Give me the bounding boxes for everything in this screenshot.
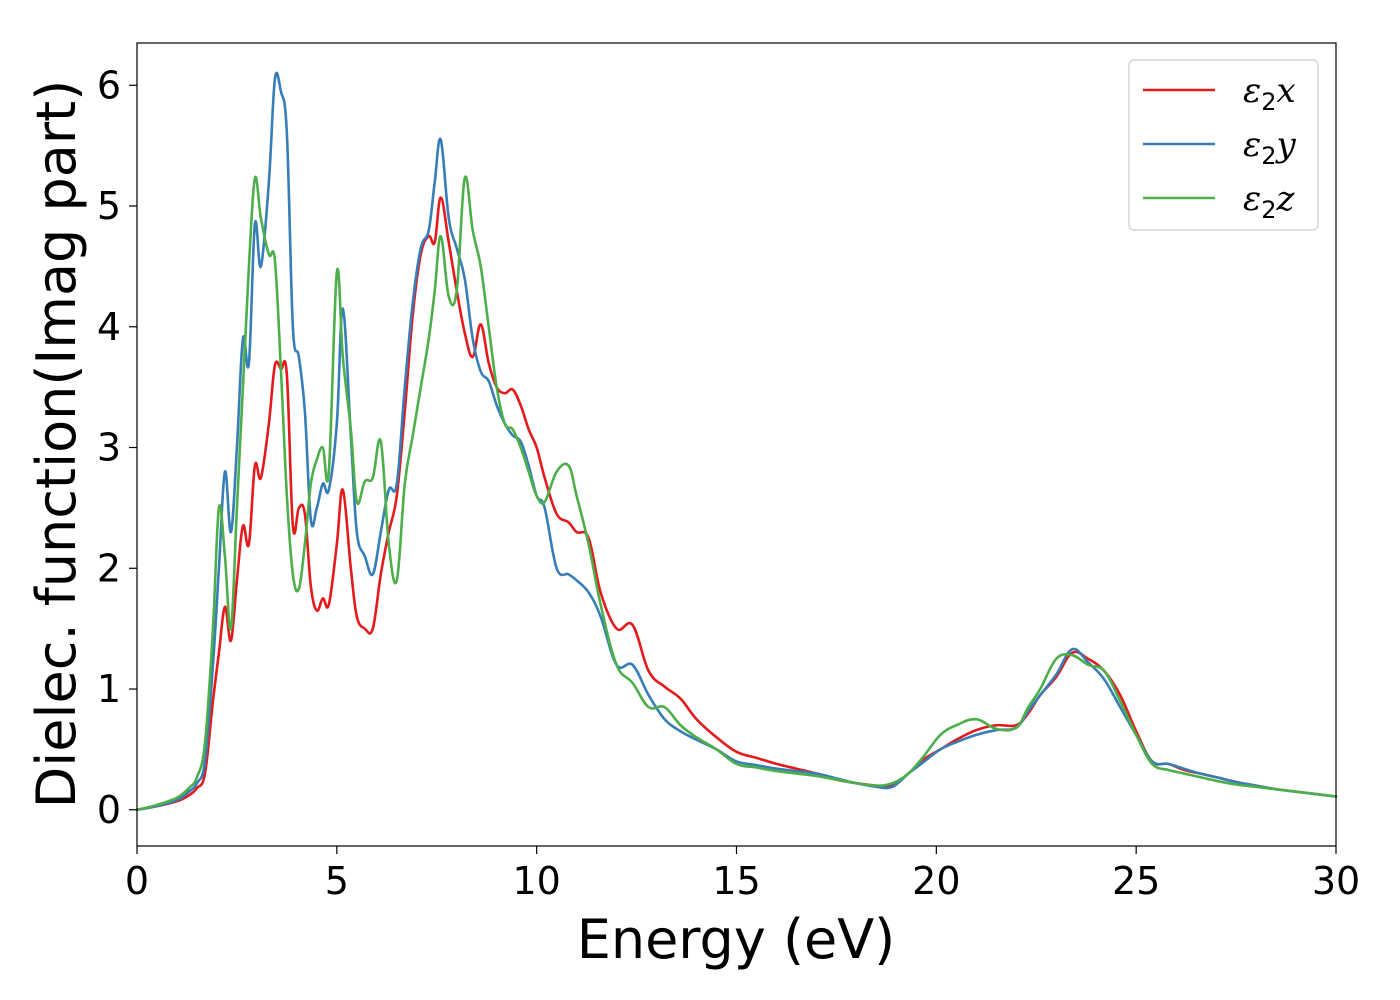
x-tick-label: 15 [712,859,760,903]
legend-label-x: ε2x [1243,71,1296,116]
x-tick-label: 0 [125,859,149,903]
series-layer [135,71,1338,812]
y-tick-label: 2 [97,546,121,590]
y-tick-label: 5 [97,184,121,228]
series-line-z [135,175,1338,812]
x-axis: 0 5 10 15 20 25 30 [125,846,1360,903]
y-tick-label: 4 [97,305,121,349]
x-tick-label: 30 [1312,859,1360,903]
y-tick-label: 3 [97,426,121,470]
y-tick-label: 6 [97,63,121,107]
x-tick-label: 25 [1112,859,1160,903]
y-axis-title: Dielec. function(Imag part) [25,80,88,809]
series-line-y [135,71,1338,812]
legend-label-z: ε2z [1243,179,1296,224]
y-tick-label: 0 [97,788,121,832]
legend-box [1128,59,1319,231]
x-tick-label: 20 [912,859,960,903]
x-axis-title: Energy (eV) [577,908,896,971]
y-axis: 0 1 2 3 4 5 6 [97,63,137,832]
y-tick-label: 1 [97,667,121,711]
x-tick-label: 5 [325,859,349,903]
x-tick-label: 10 [512,859,560,903]
legend-label-y: ε2y [1243,125,1297,170]
legend: ε2x ε2y ε2z [1128,59,1319,231]
